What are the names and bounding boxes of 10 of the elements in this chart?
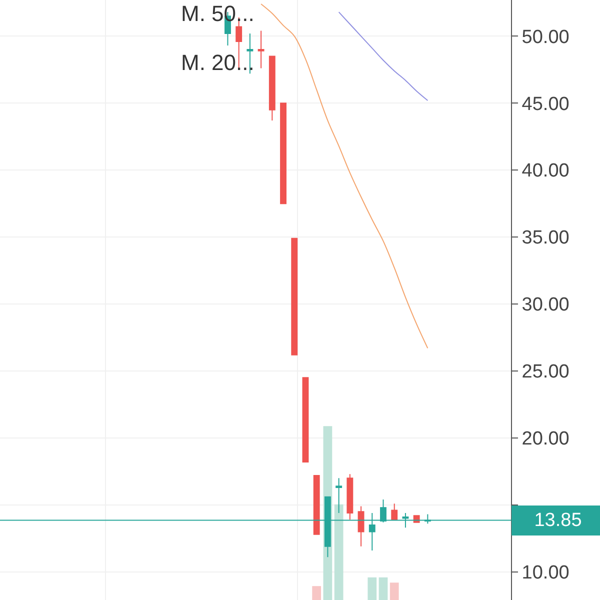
- y-tick-label: 40.00: [522, 160, 570, 182]
- y-tick-label: 35.00: [522, 228, 570, 249]
- y-tick-label: 20.00: [522, 428, 570, 450]
- y-tick-label: 25.00: [522, 362, 570, 383]
- y-tick-label: 50.00: [522, 26, 570, 48]
- y-tick-label: 45.00: [522, 94, 570, 115]
- ref-line-label: 13.85: [534, 510, 582, 531]
- annotation: M. 50...: [181, 1, 254, 26]
- y-tick-label: 10.00: [522, 562, 570, 584]
- y-tick-label: 30.00: [522, 294, 570, 316]
